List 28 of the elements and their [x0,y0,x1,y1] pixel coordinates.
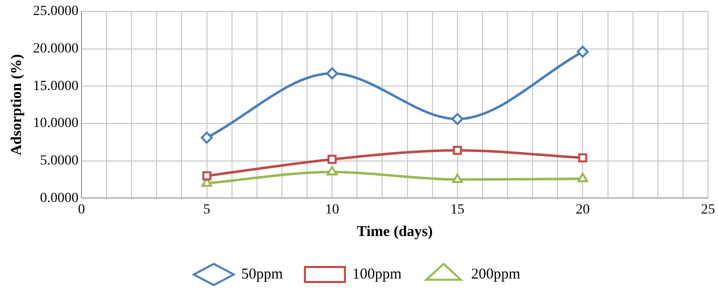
x-tick-label: 20 [576,202,590,218]
point [202,171,212,180]
x-tick-label: 5 [203,202,210,218]
point [451,112,464,125]
point [452,174,463,184]
y-axis-title: Adsorption (%) [8,54,25,156]
point [577,172,588,182]
point [200,132,213,144]
y-tick-label: 0.0000 [40,190,78,206]
x-tick-label: 10 [325,202,340,218]
legend-label: 50ppm [241,266,284,282]
legend-label: 100ppm [352,266,402,282]
legend-label: 200ppm [471,266,521,282]
y-tick-label: 5.0000 [40,154,78,169]
point [328,154,337,164]
point [578,153,588,162]
x-tick-label: 15 [450,202,464,218]
x-tick-label: 0 [78,202,85,218]
x-tick-label: 25 [701,202,715,218]
x-axis-title: Time (days) [356,224,433,240]
point [326,67,338,80]
y-tick-label: 15.0000 [33,78,78,94]
point [326,166,338,176]
point [452,146,462,155]
y-tick-label: 20.0000 [33,41,78,56]
y-tick-label: 10.0000 [33,116,78,132]
point [576,46,589,58]
y-tick-label: 25.0000 [33,4,78,20]
